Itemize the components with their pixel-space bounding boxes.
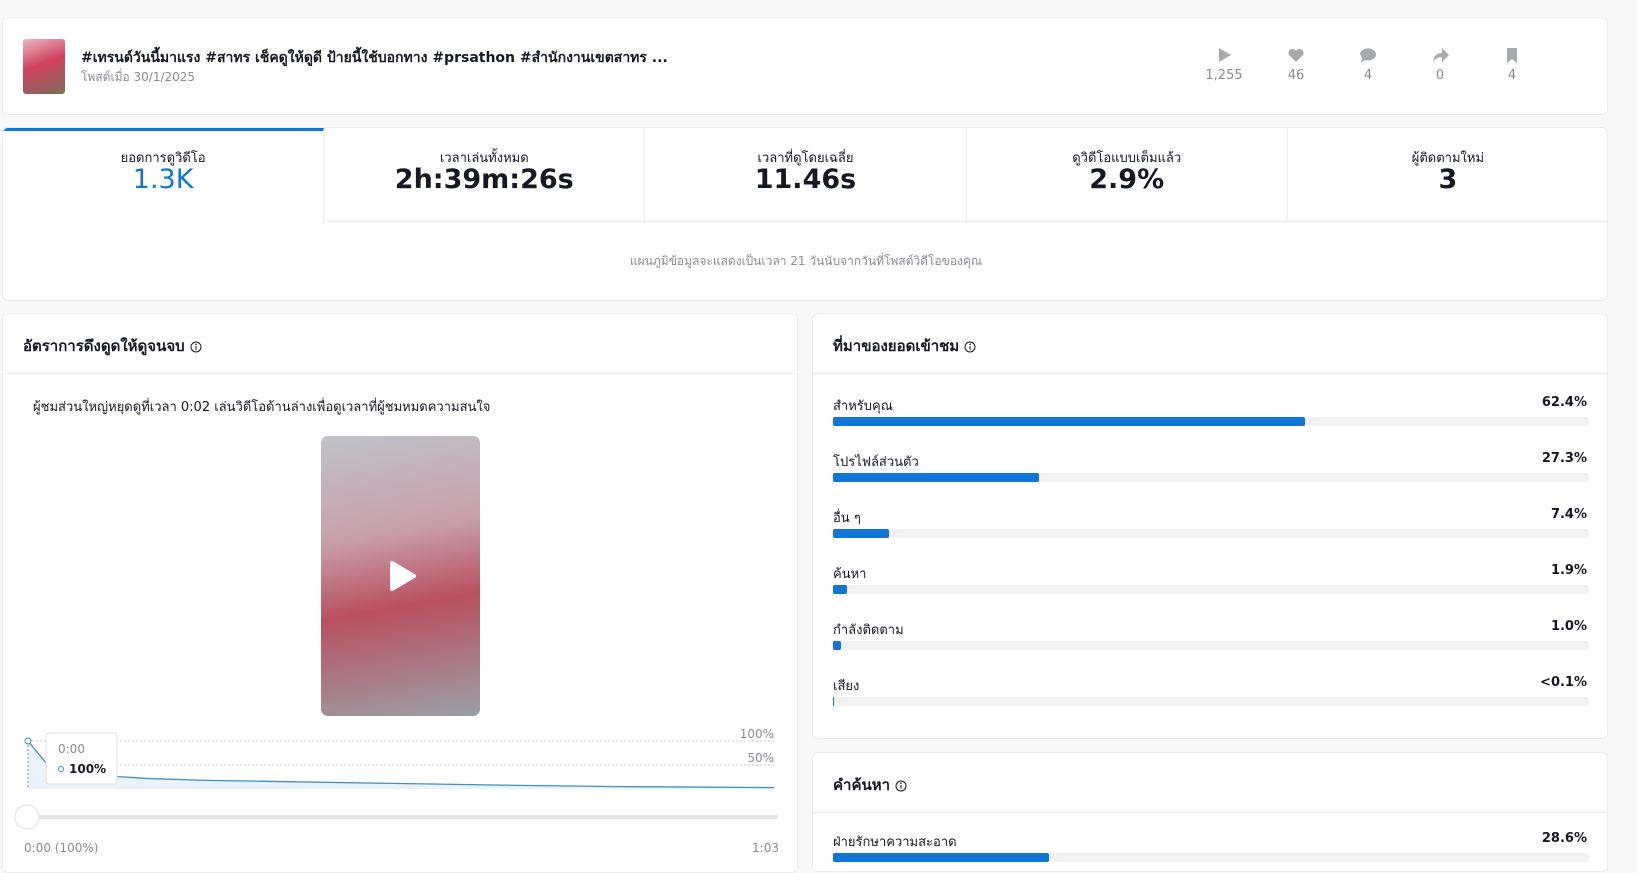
bar-track (833, 529, 1589, 538)
item-value: <0.1% (1540, 675, 1587, 690)
stat-value: 4 (1472, 68, 1552, 83)
stat-value: 46 (1256, 68, 1336, 83)
bar-track (833, 641, 1589, 650)
item-name: สำหรับคุณ (833, 395, 893, 416)
search-card: คำค้นหา ฝ่ายรักษาความสะอาด 28.6% (812, 752, 1608, 872)
stat-icon (1358, 45, 1378, 65)
item-value: 62.4% (1542, 395, 1587, 410)
bar (833, 473, 1039, 482)
divider (813, 812, 1607, 813)
retention-card: อัตราการดึงดูดให้ดูจนจบ ผู้ชมส่วนใหญ่หยุ… (2, 313, 798, 873)
stat-value: 0 (1400, 68, 1480, 83)
icon (1288, 49, 1303, 62)
retention-chart: 100% 50% 0:00 100% 0:00 (100%) 1:03 (3, 314, 798, 863)
bar (833, 853, 1049, 862)
metric-value: 11.46s (645, 164, 965, 195)
info-icon[interactable] (895, 780, 907, 792)
post-date: โพสต์เมื่อ 30/1/2025 (81, 68, 195, 87)
y-tick-label: 100% (740, 727, 774, 741)
item-value: 27.3% (1542, 451, 1587, 466)
tooltip-value: 100% (69, 762, 106, 776)
metric-value: 1.3K (3, 164, 323, 195)
bar-track (833, 585, 1589, 594)
item-value: 1.9% (1551, 563, 1587, 578)
post-title: #เทรนด์วันนี้มาแรง #สาทร เช็คดูให้ดูดี ป… (81, 47, 668, 69)
tooltip-dot (59, 767, 64, 772)
stat-icon (1430, 45, 1450, 65)
stat-value: 1,255 (1184, 68, 1264, 83)
stat-icon (1214, 45, 1234, 65)
x-start-label: 0:00 (100%) (24, 841, 98, 855)
icon (1433, 48, 1449, 62)
bar (833, 641, 841, 650)
item-name: ค้นหา (833, 563, 866, 584)
info-icon[interactable] (964, 341, 976, 353)
stat-icon (1286, 45, 1306, 65)
metric-value: 2h:39m:26s (324, 164, 644, 195)
tooltip (46, 733, 117, 784)
metrics-note: แผนภูมิข้อมูลจะแสดงเป็นเวลา 21 วันนับจาก… (3, 252, 1608, 271)
metric-value: 2.9% (967, 164, 1287, 195)
bar (833, 417, 1305, 426)
post-card: #เทรนด์วันนี้มาแรง #สาทร เช็คดูให้ดูดี ป… (2, 17, 1608, 115)
slider-track (15, 815, 778, 819)
bar (833, 529, 889, 538)
item-name: เสียง (833, 675, 859, 696)
metric-value: 3 (1288, 164, 1608, 195)
item-name: โปรไฟล์ส่วนตัว (833, 451, 919, 472)
stat-value: 4 (1328, 68, 1408, 83)
cursor-dot (25, 738, 31, 744)
traffic-title-text: ที่มาของยอดเข้าชม (833, 337, 959, 355)
icon (1507, 48, 1517, 63)
search-title: คำค้นหา (833, 773, 907, 797)
x-end-label: 1:03 (752, 841, 779, 855)
divider (813, 373, 1607, 374)
item-name: กำลังติดตาม (833, 619, 904, 640)
slider-knob[interactable] (15, 805, 39, 829)
item-value: 28.6% (1542, 831, 1587, 846)
item-value: 1.0% (1551, 619, 1587, 634)
icon (1360, 48, 1376, 63)
search-title-text: คำค้นหา (833, 776, 890, 794)
stat-icon (1502, 45, 1522, 65)
bar (833, 585, 847, 594)
metric-tab[interactable]: ผู้ติดตามใหม่3 (1288, 128, 1608, 222)
traffic-card: ที่มาของยอดเข้าชม สำหรับคุณ 62.4% โปรไฟล์ส… (812, 313, 1608, 739)
tooltip-time: 0:00 (58, 742, 85, 756)
post-thumbnail (23, 39, 65, 94)
icon (1219, 48, 1231, 62)
y-tick-label: 50% (747, 751, 774, 765)
item-value: 7.4% (1551, 507, 1587, 522)
traffic-title: ที่มาของยอดเข้าชม (833, 334, 976, 358)
bar-track (833, 697, 1589, 706)
item-name: ฝ่ายรักษาความสะอาด (833, 831, 957, 852)
item-name: อื่น ๆ (833, 507, 861, 528)
